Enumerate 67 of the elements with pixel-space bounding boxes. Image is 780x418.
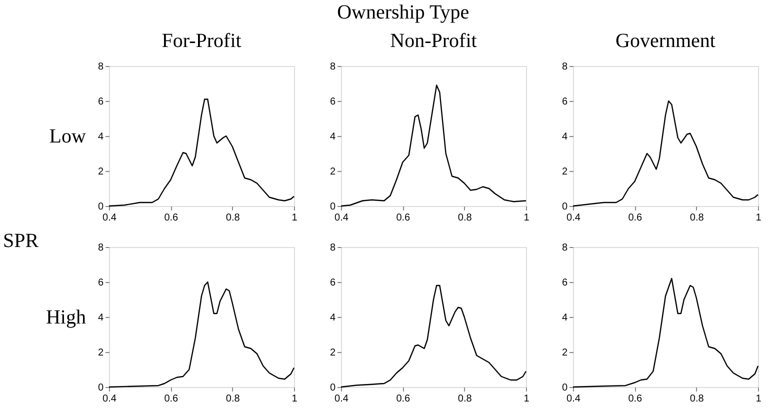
x-tick-label: 0.8 bbox=[690, 394, 704, 404]
line-series bbox=[572, 278, 759, 388]
x-tick-label: 1 bbox=[756, 394, 762, 404]
x-tick-label: 1 bbox=[292, 212, 298, 224]
x-tick-label: 0.6 bbox=[628, 394, 643, 404]
chart-title: Non-Profit bbox=[390, 30, 478, 52]
chart-title: Government bbox=[616, 30, 716, 52]
x-tick-label: 1 bbox=[756, 212, 762, 224]
y-tick-label: 2 bbox=[330, 166, 336, 178]
x-tick-label: 1 bbox=[524, 212, 530, 224]
x-tick-label: 0.8 bbox=[226, 394, 240, 404]
x-tick-label: 1 bbox=[524, 394, 530, 404]
line-series bbox=[108, 281, 295, 388]
y-tick-label: 8 bbox=[330, 62, 336, 72]
y-tick-label: 6 bbox=[98, 96, 104, 108]
y-tick-label: 6 bbox=[98, 278, 104, 288]
x-tick-label: 0.8 bbox=[690, 212, 704, 224]
text: Ownership Type bbox=[337, 2, 470, 24]
x-tick-label: 0.4 bbox=[334, 212, 349, 224]
x-tick-label: 0.6 bbox=[628, 212, 643, 224]
x-tick-label: 0.8 bbox=[458, 212, 472, 224]
x-tick-label: 0.4 bbox=[102, 394, 117, 404]
x-tick-label: 0.4 bbox=[566, 394, 581, 404]
y-axis-title: High bbox=[46, 306, 86, 328]
line-series bbox=[340, 284, 527, 388]
y-tick-label: 6 bbox=[330, 96, 336, 108]
y-tick-label: 8 bbox=[330, 242, 336, 254]
line-series bbox=[340, 84, 527, 207]
y-tick-label: 8 bbox=[562, 242, 568, 254]
y-tick-label: 2 bbox=[562, 166, 568, 178]
y-tick-label: 8 bbox=[562, 62, 568, 72]
text: SPR bbox=[3, 230, 40, 252]
x-tick-label: 0.6 bbox=[164, 212, 179, 224]
x-tick-label: 1 bbox=[292, 394, 298, 404]
x-tick-label: 0.4 bbox=[102, 212, 117, 224]
y-tick-label: 2 bbox=[98, 166, 104, 178]
y-tick-label: 4 bbox=[562, 132, 568, 142]
y-axis-title: Low bbox=[49, 126, 86, 148]
y-tick-label: 4 bbox=[98, 132, 104, 142]
y-tick-label: 0 bbox=[98, 202, 104, 212]
y-tick-label: 4 bbox=[562, 312, 568, 324]
chart-title: For-Profit bbox=[162, 30, 242, 52]
line-series bbox=[572, 100, 759, 207]
x-tick-label: 0.4 bbox=[566, 212, 581, 224]
y-tick-label: 0 bbox=[330, 382, 336, 394]
y-tick-label: 0 bbox=[562, 382, 568, 394]
y-tick-label: 4 bbox=[330, 312, 336, 324]
y-tick-label: 8 bbox=[98, 242, 104, 254]
x-tick-label: 0.8 bbox=[458, 394, 472, 404]
x-tick-label: 0.6 bbox=[164, 394, 179, 404]
x-tick-label: 0.6 bbox=[396, 394, 411, 404]
y-tick-label: 4 bbox=[330, 132, 336, 142]
y-tick-label: 2 bbox=[98, 348, 104, 358]
y-tick-label: 4 bbox=[98, 312, 104, 324]
x-tick-label: 0.6 bbox=[396, 212, 411, 224]
y-tick-label: 6 bbox=[562, 278, 568, 288]
y-tick-label: 0 bbox=[98, 382, 104, 394]
line-series bbox=[108, 98, 295, 207]
y-tick-label: 6 bbox=[330, 278, 336, 288]
y-tick-label: 2 bbox=[330, 348, 336, 358]
x-tick-label: 0.8 bbox=[226, 212, 240, 224]
y-tick-label: 0 bbox=[330, 202, 336, 212]
y-tick-label: 2 bbox=[562, 348, 568, 358]
y-tick-label: 0 bbox=[562, 202, 568, 212]
y-tick-label: 6 bbox=[562, 96, 568, 108]
y-tick-label: 8 bbox=[98, 62, 104, 72]
x-tick-label: 0.4 bbox=[334, 394, 349, 404]
